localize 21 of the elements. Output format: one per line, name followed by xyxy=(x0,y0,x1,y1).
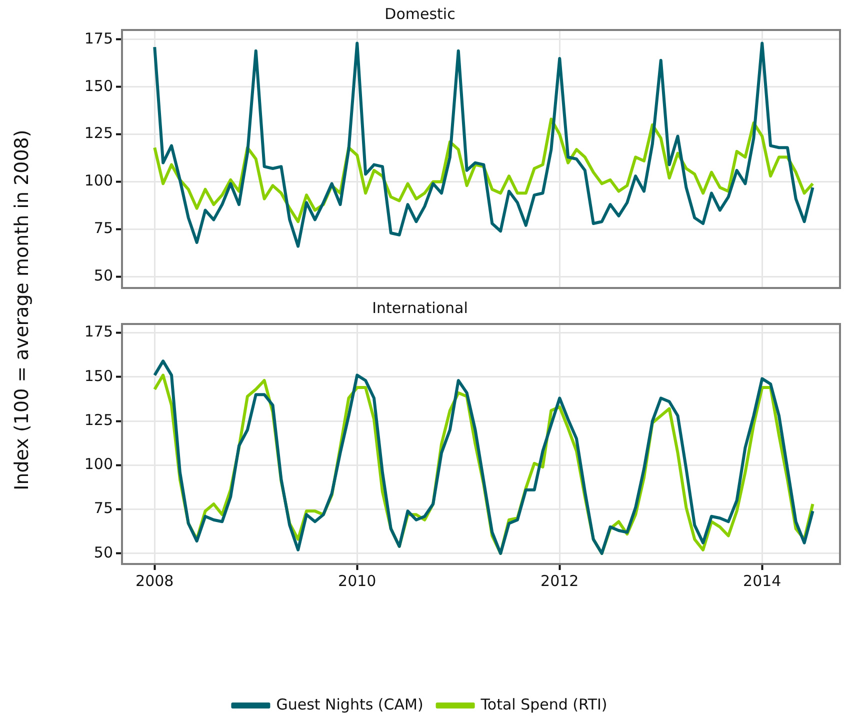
y-tick-label: 50 xyxy=(94,543,113,562)
y-axis-title: Index (100 = average month in 2008) xyxy=(11,130,33,490)
y-tick-label: 150 xyxy=(84,366,113,385)
x-tick-label: 2008 xyxy=(136,572,174,590)
y-tick-label: 175 xyxy=(84,29,113,48)
x-tick-label: 2010 xyxy=(338,572,376,590)
legend-label: Guest Nights (CAM) xyxy=(276,695,424,714)
y-tick-label: 150 xyxy=(84,76,113,95)
legend-label: Total Spend (RTI) xyxy=(480,695,608,714)
y-tick-label: 75 xyxy=(94,499,113,518)
x-tick-label: 2012 xyxy=(540,572,579,590)
y-tick-label: 50 xyxy=(94,266,113,285)
y-tick-label: 125 xyxy=(84,410,113,429)
y-tick-label: 100 xyxy=(84,455,113,474)
chart-title: International xyxy=(372,298,468,317)
y-tick-label: 100 xyxy=(84,172,113,190)
chart-title: Domestic xyxy=(384,4,456,23)
x-tick-label: 2014 xyxy=(743,572,782,590)
y-tick-label: 125 xyxy=(84,124,113,142)
y-tick-label: 175 xyxy=(84,322,113,341)
y-tick-label: 75 xyxy=(94,219,113,238)
